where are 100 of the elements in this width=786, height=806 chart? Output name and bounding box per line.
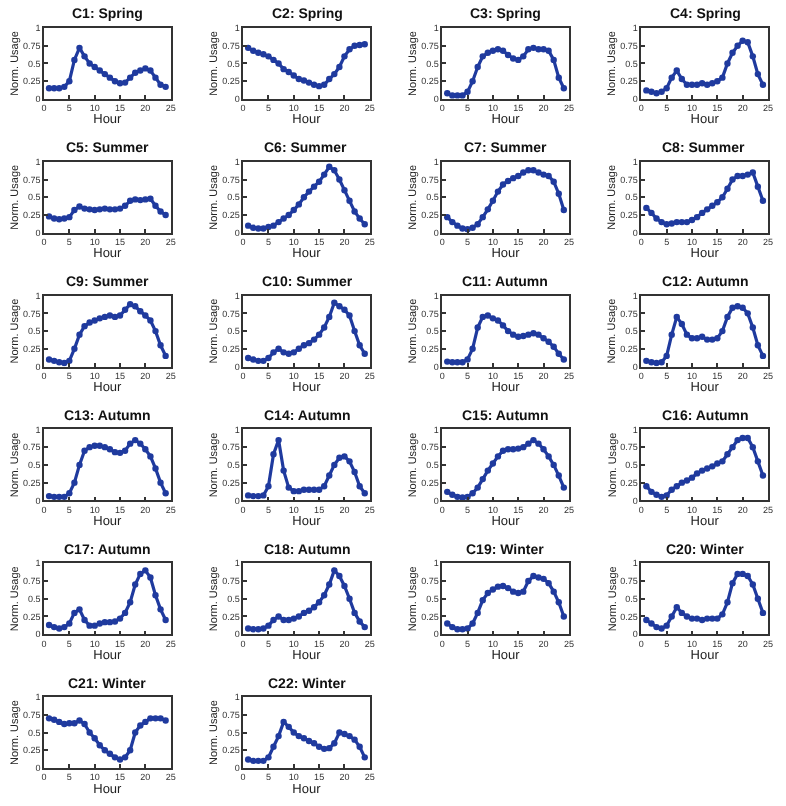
point <box>499 582 507 590</box>
point <box>729 49 736 57</box>
point <box>126 197 134 205</box>
point <box>489 197 497 205</box>
point <box>280 616 287 624</box>
point <box>643 616 650 624</box>
point <box>724 451 731 458</box>
point <box>474 609 481 617</box>
point <box>530 572 537 580</box>
point <box>106 74 114 81</box>
point <box>61 623 68 631</box>
point <box>320 745 328 753</box>
point <box>162 83 169 91</box>
point <box>346 595 353 602</box>
point <box>648 209 655 217</box>
point <box>474 221 481 228</box>
point <box>336 303 343 310</box>
point <box>142 567 149 574</box>
point <box>45 85 53 92</box>
point <box>525 577 532 585</box>
point <box>734 303 741 310</box>
point <box>703 336 711 343</box>
point <box>703 206 711 213</box>
point <box>137 67 144 74</box>
point <box>147 195 154 202</box>
point <box>560 356 568 363</box>
point <box>305 737 313 745</box>
point <box>147 67 154 74</box>
point <box>126 440 134 447</box>
point <box>244 625 252 632</box>
point <box>66 620 73 627</box>
point <box>137 308 144 315</box>
point <box>714 460 721 467</box>
point <box>305 607 313 614</box>
point <box>61 215 68 222</box>
point <box>101 443 109 451</box>
point <box>331 167 338 174</box>
point <box>270 743 277 750</box>
point <box>137 570 144 578</box>
point <box>137 722 144 729</box>
point <box>315 486 323 493</box>
point <box>734 172 741 180</box>
point <box>356 482 363 490</box>
point <box>739 37 746 44</box>
point <box>81 616 88 624</box>
point <box>106 446 114 453</box>
point <box>310 604 318 611</box>
point <box>61 493 68 501</box>
point <box>126 74 134 81</box>
point <box>648 620 655 627</box>
point <box>351 736 358 743</box>
point <box>280 349 287 356</box>
point <box>56 493 63 501</box>
point <box>45 621 53 629</box>
point <box>315 178 323 185</box>
point <box>346 732 353 740</box>
point <box>341 186 348 194</box>
point <box>126 599 134 606</box>
point <box>285 484 292 491</box>
point <box>530 44 537 52</box>
point <box>71 206 78 214</box>
point <box>356 743 363 750</box>
point <box>106 312 114 319</box>
point <box>326 744 333 752</box>
point <box>326 581 333 588</box>
point <box>494 453 502 460</box>
point <box>86 206 93 213</box>
point <box>45 715 53 722</box>
point <box>101 70 109 78</box>
point <box>749 443 756 451</box>
point <box>76 606 83 613</box>
point <box>142 65 149 72</box>
point <box>86 319 93 326</box>
point <box>550 178 557 185</box>
point <box>244 492 252 499</box>
point <box>668 331 675 338</box>
point <box>504 584 512 592</box>
point <box>50 623 58 631</box>
point <box>295 613 303 620</box>
point <box>550 343 557 350</box>
point <box>341 730 348 738</box>
point <box>265 354 272 362</box>
point <box>91 317 98 324</box>
point <box>663 622 670 629</box>
point <box>739 434 746 442</box>
point <box>157 208 164 215</box>
point <box>673 482 680 490</box>
point <box>714 615 721 622</box>
point <box>449 623 456 631</box>
point <box>244 222 252 229</box>
point <box>275 60 282 67</box>
point <box>469 224 476 231</box>
point <box>116 312 124 319</box>
point <box>121 447 129 454</box>
point <box>331 739 338 747</box>
point <box>454 493 461 501</box>
point <box>351 42 358 49</box>
point <box>121 306 129 314</box>
point <box>157 479 164 486</box>
point <box>754 342 762 349</box>
